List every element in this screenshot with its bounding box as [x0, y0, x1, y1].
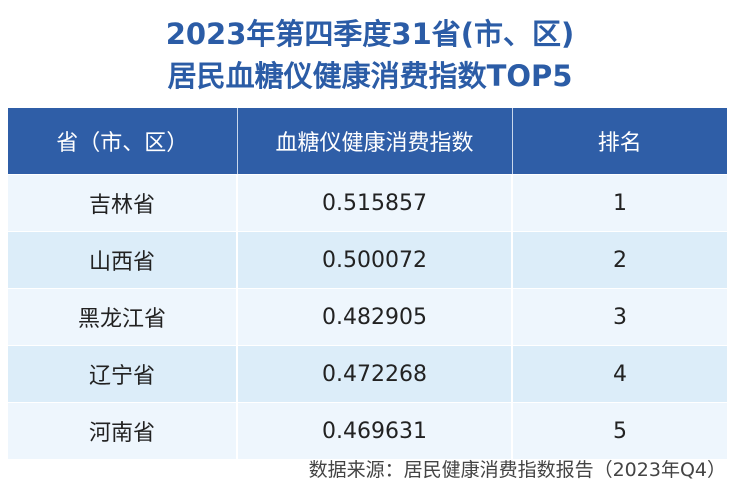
index-cell: 0.482905	[236, 288, 512, 346]
header-index: 血糖仪健康消费指数	[236, 108, 512, 175]
rank-cell: 1	[511, 174, 727, 232]
province-cell: 辽宁省	[8, 345, 237, 403]
header-rank: 排名	[511, 108, 727, 175]
ranking-table: 省（市、区） 血糖仪健康消费指数 排名 吉林省 0.515857 1 山西省 0.500…	[8, 108, 727, 459]
rank-cell: 5	[511, 402, 727, 459]
table-row: 辽宁省 0.472268 4	[8, 345, 727, 403]
index-cell: 0.515857	[236, 174, 512, 232]
province-cell: 吉林省	[8, 174, 237, 232]
table-header-row: 省（市、区） 血糖仪健康消费指数 排名	[8, 108, 727, 175]
table-row: 吉林省 0.515857 1	[8, 174, 727, 232]
province-cell: 河南省	[8, 402, 237, 459]
title-line-2: 居民血糖仪健康消费指数TOP5	[167, 59, 573, 93]
header-province: 省（市、区）	[8, 108, 237, 175]
rank-cell: 3	[511, 288, 727, 346]
index-cell: 0.500072	[236, 231, 512, 289]
table-row: 山西省 0.500072 2	[8, 231, 727, 289]
province-cell: 黑龙江省	[8, 288, 237, 346]
title-line-1: 2023年第四季度31省(市、区)	[165, 17, 575, 51]
rank-cell: 2	[511, 231, 727, 289]
source-note: 数据来源：居民健康消费指数报告（2023年Q4）	[308, 459, 726, 481]
table-row: 黑龙江省 0.482905 3	[8, 288, 727, 346]
index-cell: 0.472268	[236, 345, 512, 403]
province-cell: 山西省	[8, 231, 237, 289]
table-row: 河南省 0.469631 5	[8, 402, 727, 459]
rank-cell: 4	[511, 345, 727, 403]
index-cell: 0.469631	[236, 402, 512, 459]
